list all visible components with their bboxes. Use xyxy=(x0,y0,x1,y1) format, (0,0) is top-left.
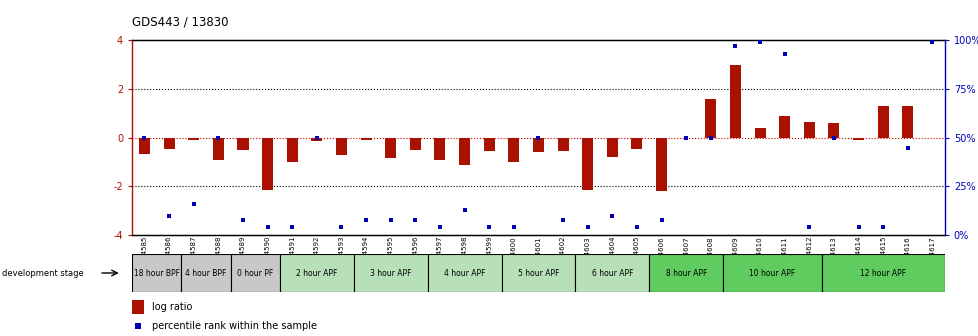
Bar xyxy=(262,138,273,190)
Bar xyxy=(132,254,181,292)
Bar xyxy=(280,254,353,292)
Bar xyxy=(231,254,280,292)
Text: 0 hour PF: 0 hour PF xyxy=(237,268,273,278)
Bar xyxy=(335,138,346,155)
Text: 18 hour BPF: 18 hour BPF xyxy=(134,268,180,278)
Bar xyxy=(852,138,864,140)
Bar xyxy=(132,300,144,314)
Bar xyxy=(876,106,888,138)
Text: 3 hour APF: 3 hour APF xyxy=(370,268,411,278)
Bar xyxy=(821,254,944,292)
Text: 8 hour APF: 8 hour APF xyxy=(665,268,706,278)
Bar xyxy=(575,254,648,292)
Bar xyxy=(427,254,501,292)
Bar xyxy=(648,254,723,292)
Bar xyxy=(803,122,814,138)
Text: development stage: development stage xyxy=(2,268,84,278)
Bar xyxy=(631,138,642,149)
Bar xyxy=(212,138,224,160)
Bar xyxy=(501,254,575,292)
Bar xyxy=(556,138,568,151)
Bar xyxy=(754,128,765,138)
Bar xyxy=(238,138,248,150)
Bar xyxy=(655,138,666,192)
Bar xyxy=(827,123,838,138)
Bar xyxy=(778,116,789,138)
Bar xyxy=(434,138,445,160)
Bar xyxy=(181,254,231,292)
Text: 10 hour APF: 10 hour APF xyxy=(748,268,795,278)
Text: GDS443 / 13830: GDS443 / 13830 xyxy=(132,15,229,28)
Bar xyxy=(582,138,593,190)
Text: 5 hour APF: 5 hour APF xyxy=(517,268,558,278)
Bar xyxy=(360,138,372,140)
Bar xyxy=(606,138,617,157)
Bar xyxy=(410,138,421,150)
Bar xyxy=(508,138,519,162)
Bar xyxy=(723,254,821,292)
Bar xyxy=(704,99,716,138)
Bar xyxy=(311,138,322,141)
Bar xyxy=(384,138,396,159)
Text: 12 hour APF: 12 hour APF xyxy=(860,268,906,278)
Text: 4 hour BPF: 4 hour BPF xyxy=(185,268,227,278)
Bar xyxy=(353,254,427,292)
Text: 4 hour APF: 4 hour APF xyxy=(443,268,485,278)
Bar xyxy=(287,138,297,162)
Bar xyxy=(459,138,469,165)
Bar xyxy=(163,138,174,149)
Bar xyxy=(532,138,544,153)
Bar xyxy=(483,138,494,151)
Text: percentile rank within the sample: percentile rank within the sample xyxy=(153,321,317,331)
Bar xyxy=(139,138,150,154)
Bar xyxy=(902,106,912,138)
Bar xyxy=(188,138,200,140)
Text: 6 hour APF: 6 hour APF xyxy=(591,268,633,278)
Text: log ratio: log ratio xyxy=(153,302,193,312)
Text: 2 hour APF: 2 hour APF xyxy=(296,268,337,278)
Bar xyxy=(730,65,740,138)
